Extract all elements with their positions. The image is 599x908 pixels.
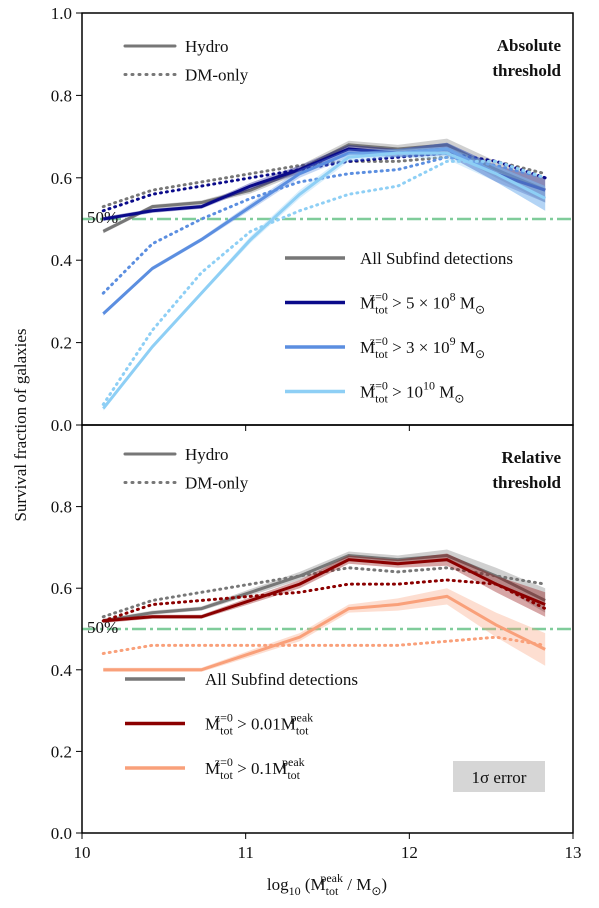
x-axis-label: log10 (Mtotpeak / M⊙) bbox=[267, 871, 387, 898]
dm-line bbox=[101, 155, 547, 209]
y-tick-label: 0.0 bbox=[51, 824, 72, 843]
style-label: DM-only bbox=[185, 66, 249, 85]
threshold-label: 50% bbox=[87, 208, 118, 227]
error-box bbox=[453, 761, 545, 792]
hydro-line bbox=[103, 594, 546, 672]
x-tick-label: 10 bbox=[74, 843, 91, 862]
legend-label: Mtotz=0 > 3 × 109 M⊙ bbox=[360, 334, 485, 361]
legend-label: All Subfind detections bbox=[360, 249, 513, 268]
error-label: 1σ error bbox=[472, 768, 527, 787]
y-axis-label: Survival fraction of galaxies bbox=[11, 328, 30, 521]
hydro-line bbox=[102, 151, 546, 410]
x-tick-label: 13 bbox=[565, 843, 582, 862]
dm-line bbox=[101, 151, 547, 213]
hydro-line bbox=[103, 558, 546, 623]
panel-annotation: Relative bbox=[502, 448, 562, 467]
y-tick-label: 0.2 bbox=[51, 334, 72, 353]
y-tick-label: 0.2 bbox=[51, 742, 72, 761]
x-tick-label: 11 bbox=[237, 843, 253, 862]
style-label: DM-only bbox=[185, 474, 249, 493]
y-tick-label: 0.8 bbox=[51, 86, 72, 105]
error-band bbox=[103, 146, 546, 411]
legend-label: Mtotz=0 > 5 × 108 M⊙ bbox=[360, 290, 485, 317]
y-tick-label: 0.6 bbox=[51, 579, 72, 598]
x-tick-label: 12 bbox=[401, 843, 418, 862]
plot-frame bbox=[81, 424, 574, 834]
panel-annotation: threshold bbox=[492, 473, 561, 492]
dm-line bbox=[101, 578, 547, 623]
y-tick-label: 0.0 bbox=[51, 416, 72, 435]
threshold-label: 50% bbox=[87, 618, 118, 637]
y-tick-label: 0.4 bbox=[51, 251, 73, 270]
legend-label: Mtotz=0 > 1010 M⊙ bbox=[360, 379, 464, 406]
dm-line bbox=[101, 159, 547, 406]
hydro-line bbox=[103, 554, 546, 623]
legend-label: All Subfind detections bbox=[205, 670, 358, 689]
style-label: Hydro bbox=[185, 37, 228, 56]
dm-line bbox=[101, 635, 547, 655]
y-tick-label: 0.4 bbox=[51, 661, 73, 680]
legend-label: Mtotz=0 > 0.01Mtotpeak bbox=[205, 711, 313, 738]
style-label: Hydro bbox=[185, 445, 228, 464]
y-tick-label: 1.0 bbox=[51, 4, 72, 23]
y-tick-label: 0.8 bbox=[51, 498, 72, 517]
legend-label: Mtotz=0 > 0.1Mtotpeak bbox=[205, 755, 305, 782]
y-tick-label: 0.6 bbox=[51, 169, 72, 188]
panel-annotation: threshold bbox=[492, 61, 561, 80]
panel-annotation: Absolute bbox=[497, 36, 562, 55]
